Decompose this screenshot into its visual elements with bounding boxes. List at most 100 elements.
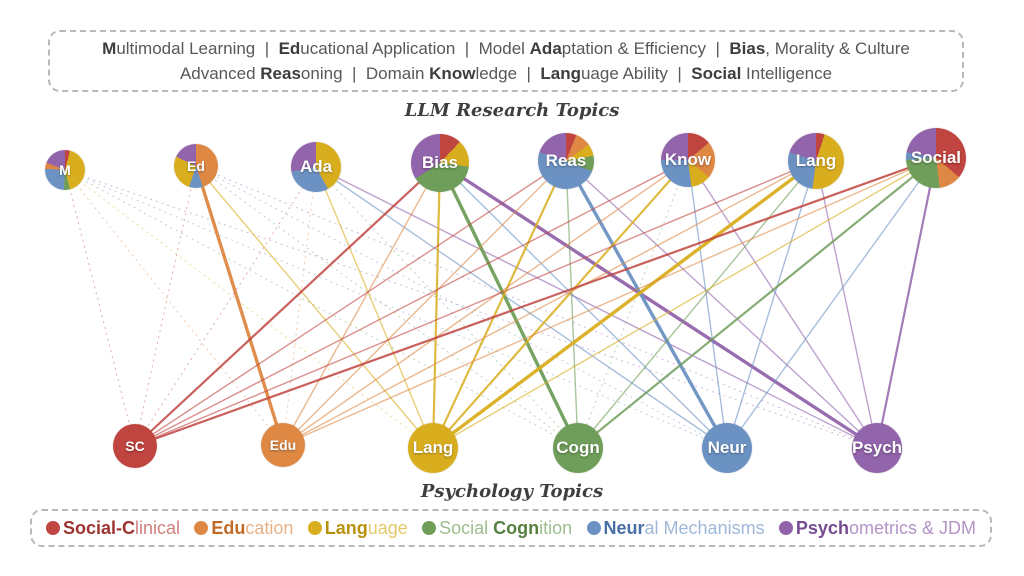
edge-Lang-to-Lang [431,159,818,450]
blue-dot-icon [586,521,601,535]
text-run: Advanced [179,64,261,83]
llm-topic-node-social: Social [906,128,966,188]
text-run: Lang [540,64,581,83]
node-label: Cogn [556,438,600,457]
edge-Ed-to-Lang [195,165,434,449]
text-run: linical [135,517,181,538]
edge-Ed-to-Psych [195,165,878,449]
text-run: ledge [475,64,518,83]
edge-Ada-to-Lang [315,166,434,449]
psychology-legend-box: Social-C linical Edu cation Lang uage Social C… [30,509,992,547]
node-label: Bias [422,153,458,172]
node-label: Reas [545,151,587,170]
text-run: | [517,64,541,83]
purple-dot-icon [778,521,793,535]
node-label: Edu [269,437,297,453]
text-run: Edu [211,517,246,538]
llm-research-topics-label: LLM Research Topics [404,100,620,121]
psych-topic-node-cogn: Cogn [553,423,603,473]
edge-Know-to-Psych [687,159,878,449]
text-run: Social [691,64,742,83]
legend-item-green: Social Cogn ition [422,518,572,539]
legend-item-orange: Edu cation [194,518,293,539]
edge-Ed-to-SC [134,165,197,447]
text-run: uage [367,517,408,538]
node-label: Psych [851,438,903,457]
text-run: Know [429,64,476,83]
edge-Social-to-Edu [282,157,937,446]
edge-M-to-Edu [64,169,284,446]
text-run: Neur [603,517,645,538]
edge-M-to-Lang [64,169,434,449]
llm-topic-node-bias: Bias [411,134,469,192]
edge-Know-to-Lang [432,159,689,449]
psych-topic-node-lang: Lang [408,423,458,473]
node-label: Ed [187,158,205,174]
node-label: Neur [707,438,747,457]
edge-Reas-to-SC [134,160,567,447]
node-label: Know [664,150,712,169]
edge-Lang-to-Cogn [577,160,817,449]
text-run: ultimodal Learning [116,39,256,58]
edge-M-to-Neur [64,169,728,449]
text-run: oning [300,64,343,83]
edge-Social-to-Psych [875,157,938,449]
node-label: Social [910,148,962,167]
llm-topic-node-m: M [45,150,85,190]
edge-Social-to-Neur [726,157,937,449]
psych-topic-node-psych: Psych [852,423,902,473]
text-run: Psych [795,517,849,538]
legend-item-yellow: Lang uage [307,517,408,539]
edge-Social-to-SC [134,156,937,448]
text-run: al Mechanisms [644,517,765,538]
text-run: Ada [529,39,562,58]
edge-Lang-to-Neur [726,160,817,449]
edge-Know-to-Edu [282,159,689,446]
edge-Bias-to-Neur [439,162,728,449]
node-label: Lang [412,438,454,457]
text-run: | [667,64,692,83]
llm-topic-node-ada: Ada [291,142,341,192]
text-run: | [706,39,730,58]
llm-topic-node-ed: Ed [174,144,218,188]
llm-topics-line-1: Multimodal Learning | Educational Applic… [102,36,910,61]
text-run: ometrics & JDM [848,517,976,538]
edge-Social-to-Lang [432,157,937,449]
edge-Ed-to-Edu [194,165,285,446]
edge-Reas-to-Lang [432,160,567,449]
edge-M-to-SC [64,169,136,447]
edge-Reas-to-Cogn [565,160,579,449]
edge-Reas-to-Edu [282,160,567,446]
edge-Ed-to-Neur [195,165,728,449]
text-run: Intelligence [741,64,833,83]
edge-Bias-to-Lang [431,162,442,449]
text-run: | [455,39,479,58]
edge-Bias-to-SC [134,162,441,447]
psych-topic-node-neur: Neur [702,423,752,473]
node-label: Lang [795,151,837,170]
node-label: Ada [299,157,333,176]
text-run: Social-C [63,517,136,538]
text-run: Social [439,517,494,538]
text-run: Ed [278,39,301,58]
node-label: SC [125,438,145,454]
psych-topic-node-sc: SC [113,424,157,468]
edge-Ed-to-Cogn [195,165,579,449]
green-dot-icon [422,521,437,535]
llm-topics-line-2: Advanced Reasoning | Domain Knowledge | … [180,61,832,86]
text-run: Model [478,39,530,58]
llm-topic-node-lang: Lang [788,133,844,189]
edge-Bias-to-Edu [282,162,441,446]
edge-Bias-to-Psych [439,161,878,450]
edge-Ada-to-Cogn [315,166,579,449]
psychology-topics-label: Psychology Topics [420,481,604,502]
text-run: cation [245,517,294,538]
text-run: uage Ability [580,64,668,83]
llm-topics-header-box: Multimodal Learning | Educational Applic… [48,30,964,92]
yellow-dot-icon [307,521,322,535]
text-run: Reas [260,64,301,83]
edge-Ada-to-SC [134,166,317,447]
text-run: | [342,64,366,83]
